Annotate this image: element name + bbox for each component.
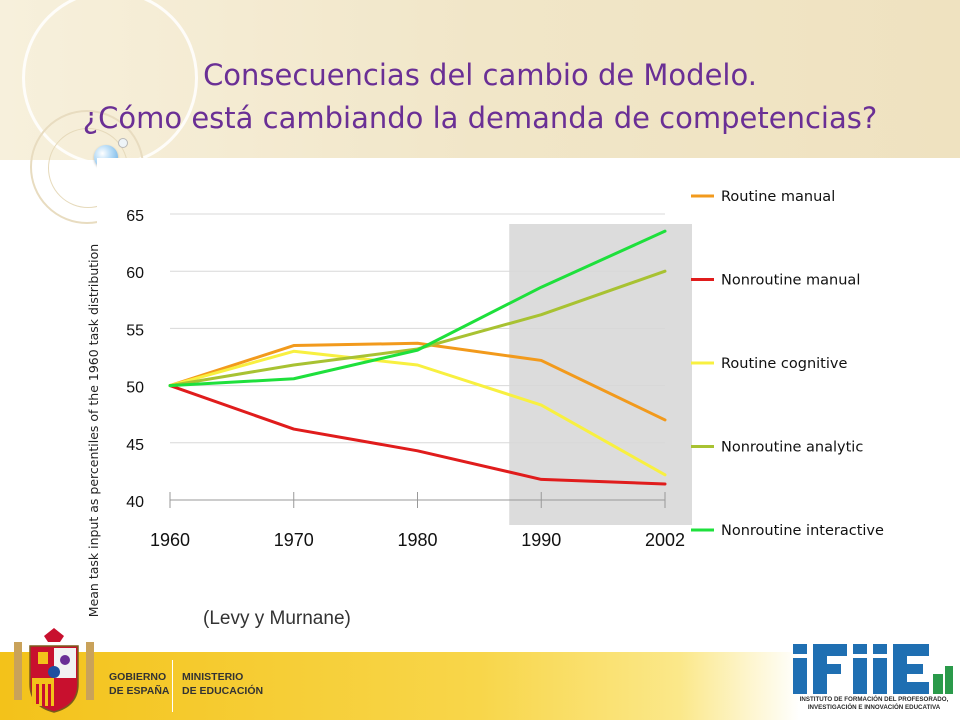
chart-area: 40 45 50 55 60 65 1960 1970 1980 1990 2002 Routine … bbox=[97, 158, 960, 618]
small-bubble-decoration bbox=[118, 138, 128, 148]
y-tick-label: 40 bbox=[126, 494, 144, 511]
legend-label: Nonroutine manual bbox=[721, 273, 860, 289]
x-tick-label: 1970 bbox=[274, 530, 314, 550]
legend-label: Routine cognitive bbox=[721, 356, 847, 372]
institute-line-2: INVESTIGACIÓN E INNOVACIÓN EDUCATIVA bbox=[807, 704, 941, 711]
institute-line-1: INSTITUTO DE FORMACIÓN DEL PROFESORADO, bbox=[799, 696, 949, 703]
footer-divider bbox=[172, 660, 173, 712]
slide-title-line-1: Consecuencias del cambio de Modelo. bbox=[203, 58, 757, 92]
series-line-3 bbox=[168, 349, 667, 477]
ministry-line-1: MINISTERIO bbox=[182, 671, 244, 683]
ifiie-logo-icon bbox=[793, 644, 953, 694]
footer-band bbox=[0, 652, 800, 720]
x-tick-label: 2002 bbox=[645, 530, 685, 550]
series-line-5 bbox=[168, 229, 667, 388]
highlight-band bbox=[509, 224, 692, 525]
y-tick-label: 50 bbox=[126, 380, 144, 397]
x-tick-label: 1960 bbox=[150, 530, 190, 550]
legend-label: Routine manual bbox=[721, 189, 835, 205]
slide-title-line-2: ¿Cómo está cambiando la demanda de compe… bbox=[82, 101, 878, 135]
ministry-label: MINISTERIO DE EDUCACIÓN bbox=[182, 670, 263, 698]
y-tick-label: 65 bbox=[126, 208, 144, 225]
y-tick-label: 45 bbox=[126, 437, 144, 454]
source-note: (Levy y Murnane) bbox=[203, 608, 351, 629]
slide-title: Consecuencias del cambio de Modelo. ¿Cóm… bbox=[40, 54, 920, 140]
institute-name: INSTITUTO DE FORMACIÓN DEL PROFESORADO, … bbox=[789, 696, 959, 712]
y-tick-label: 60 bbox=[126, 265, 144, 282]
y-axis-label: Mean task input as percentiles of the 19… bbox=[86, 243, 101, 618]
series-line-2 bbox=[168, 384, 667, 486]
line-chart: 40 45 50 55 60 65 1960 1970 1980 1990 2002 Routine … bbox=[126, 189, 884, 550]
x-tick-label: 1980 bbox=[397, 530, 437, 550]
legend-label: Nonroutine interactive bbox=[721, 523, 884, 539]
government-label: GOBIERNO DE ESPAÑA bbox=[109, 670, 179, 698]
series-line-1 bbox=[168, 341, 667, 422]
x-tick-label: 1990 bbox=[521, 530, 561, 550]
coat-of-arms-icon bbox=[14, 628, 94, 713]
government-line-1: GOBIERNO bbox=[109, 671, 167, 683]
y-tick-label: 55 bbox=[126, 322, 144, 339]
legend-label: Nonroutine analytic bbox=[721, 440, 863, 456]
ministry-line-2: DE EDUCACIÓN bbox=[182, 685, 264, 697]
government-line-2: DE ESPAÑA bbox=[109, 685, 170, 697]
